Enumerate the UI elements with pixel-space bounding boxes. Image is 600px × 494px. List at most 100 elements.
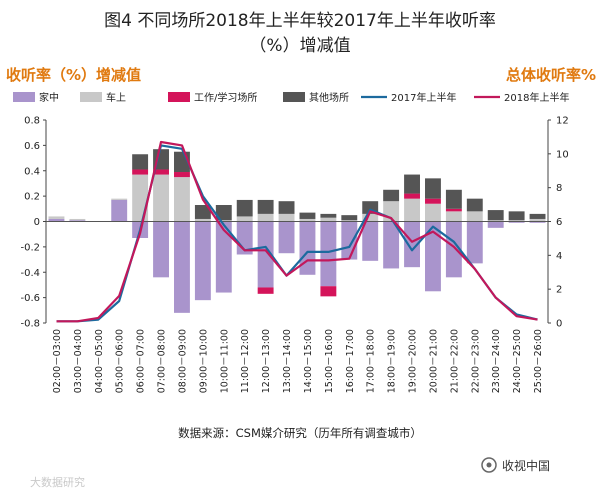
bar-home xyxy=(445,221,462,278)
x-tick-label: 07:00－08:00 xyxy=(157,329,168,393)
legend-label-line2017: 2017年上半年 xyxy=(391,91,456,104)
bar-other xyxy=(383,189,400,202)
legend-label-other: 其他场所 xyxy=(309,91,349,104)
bar-other xyxy=(299,212,316,219)
bar-other xyxy=(236,199,253,217)
bar-other xyxy=(278,201,295,214)
bar-car xyxy=(194,218,211,222)
bar-car xyxy=(215,220,232,222)
x-tick-label: 09:00－10:00 xyxy=(198,329,209,393)
bar-home xyxy=(215,221,232,293)
bar-other xyxy=(215,205,232,221)
x-tick-label: 21:00－22:00 xyxy=(449,329,460,393)
legend-swatch-other xyxy=(283,92,305,102)
legend-swatch-home xyxy=(13,92,35,102)
x-tick-label: 12:00－13:00 xyxy=(261,329,272,393)
legend: 家中 车上 工作/学习场所 其他场所 2017年上半年 2018年上半年 xyxy=(13,91,569,104)
x-tick-label: 03:00－04:00 xyxy=(73,329,84,393)
bar-car xyxy=(425,203,441,222)
bar-car xyxy=(362,213,379,222)
legend-swatch-work xyxy=(168,92,190,102)
left-tick-label: -0.8 xyxy=(20,319,40,330)
bar-home xyxy=(487,221,504,228)
legend-label-home: 家中 xyxy=(39,91,59,104)
left-axis-label: 收听率（%）增减值 xyxy=(6,66,141,84)
bar-other xyxy=(466,198,483,212)
x-tick-label: 02:00－03:00 xyxy=(52,329,63,393)
bar-car xyxy=(153,174,169,222)
legend-label-car: 车上 xyxy=(106,91,126,104)
legend-label-line2018: 2018年上半年 xyxy=(504,91,569,104)
bar-work xyxy=(425,198,441,204)
bar-home xyxy=(529,221,546,223)
x-tick-label: 15:00－16:00 xyxy=(324,329,335,393)
bar-home xyxy=(466,221,483,264)
x-tick-label: 14:00－15:00 xyxy=(303,329,314,393)
chart-title-line2: （%）增减值 xyxy=(249,36,350,56)
bar-other xyxy=(194,205,211,219)
plot-area: -0.8 -0.6 -0.4 -0.2 0 0.2 0.4 0.6 0.8 0 2 4 6 8 10 12 02… xyxy=(20,116,568,394)
bar-home xyxy=(383,221,400,269)
bar-home xyxy=(508,221,525,223)
right-tick-label: 0 xyxy=(556,319,562,330)
bar-car xyxy=(445,211,462,222)
bar-car xyxy=(174,177,190,222)
bar-car xyxy=(341,220,358,222)
right-tick-label: 4 xyxy=(556,251,562,262)
bar-other xyxy=(508,211,525,221)
right-tick-label: 6 xyxy=(556,217,562,228)
bar-other xyxy=(445,189,462,209)
left-tick-label: -0.6 xyxy=(20,293,40,304)
bar-home xyxy=(341,221,358,260)
left-tick-label: 0.4 xyxy=(24,166,40,177)
bar-work xyxy=(257,287,274,294)
bar-car xyxy=(299,218,316,222)
x-tick-label: 11:00－12:00 xyxy=(240,329,251,393)
x-tick-label: 23:00－24:00 xyxy=(491,329,502,393)
bar-home xyxy=(194,221,211,301)
bar-home xyxy=(69,220,86,222)
bar-home xyxy=(425,221,441,292)
bar-other xyxy=(257,199,274,214)
x-tick-label: 06:00－07:00 xyxy=(136,329,147,393)
bar-car xyxy=(466,211,483,222)
x-tick-label: 19:00－20:00 xyxy=(408,329,419,393)
bar-car xyxy=(111,198,128,200)
legend-label-work: 工作/学习场所 xyxy=(194,91,257,104)
bar-work xyxy=(132,169,149,175)
x-tick-label: 25:00－26:00 xyxy=(533,329,544,393)
bar-car xyxy=(257,213,274,222)
x-tick-label: 04:00－05:00 xyxy=(94,329,105,393)
bar-home xyxy=(111,199,128,222)
source-note: 数据来源：CSM媒介研究（历年所有调查城市） xyxy=(178,426,422,440)
right-tick-label: 8 xyxy=(556,183,562,194)
brand-icon xyxy=(481,457,497,473)
bar-work xyxy=(404,193,420,199)
left-tick-label: 0.2 xyxy=(24,192,40,203)
left-tick-label: -0.4 xyxy=(20,268,40,279)
legend-swatch-car xyxy=(80,92,102,102)
left-tick-label: 0 xyxy=(34,217,40,228)
bar-home xyxy=(153,221,169,278)
brand-name: 收视中国 xyxy=(502,458,550,473)
brand-logo: 收视中国 xyxy=(481,457,550,473)
bar-other xyxy=(487,210,504,221)
bar-other xyxy=(341,215,358,221)
right-tick-label: 12 xyxy=(556,116,569,127)
x-tick-label: 22:00－23:00 xyxy=(470,329,481,393)
bar-home xyxy=(174,221,190,313)
bar-other xyxy=(132,154,149,170)
x-tick-label: 17:00－18:00 xyxy=(366,329,377,393)
series-line-line2017 xyxy=(56,144,538,323)
bar-home xyxy=(299,221,316,275)
bar-car xyxy=(132,174,149,222)
x-tick-label: 16:00－17:00 xyxy=(345,329,356,393)
bar-other xyxy=(404,174,420,194)
bar-other xyxy=(425,178,441,199)
right-tick-label: 2 xyxy=(556,285,562,296)
bar-car xyxy=(236,216,253,222)
bar-work xyxy=(174,172,190,178)
bar-car xyxy=(508,220,525,222)
bar-work xyxy=(445,208,462,212)
